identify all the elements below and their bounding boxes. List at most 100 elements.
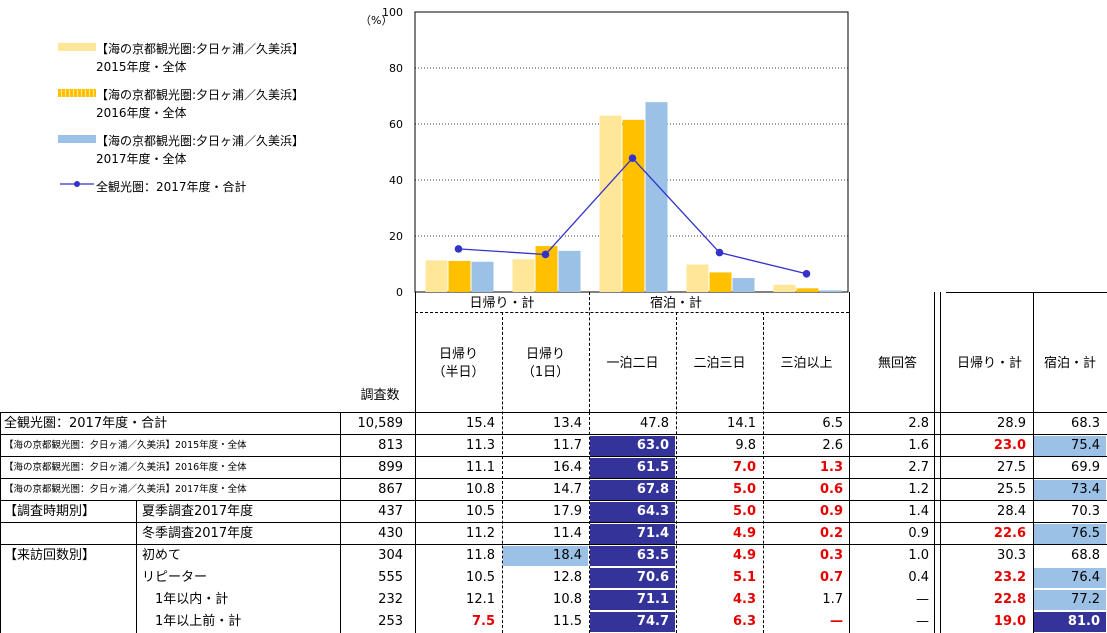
table-cell: 2.6 [764, 436, 849, 456]
row-label: 【海の京都観光圏：夕日ヶ浦／久美浜】2016年度・全体 [2, 458, 340, 478]
y-axis-label: （%） [360, 12, 392, 28]
table-cell: 555 [341, 568, 409, 588]
table-cell: 70.3 [1034, 502, 1106, 522]
table-cell: 304 [341, 546, 409, 566]
table-cell: 5.1 [677, 568, 762, 588]
table-cell: 0.7 [764, 568, 849, 588]
bar-2015-3 [687, 265, 709, 292]
table-cell: 22.6 [947, 524, 1032, 544]
table-cell: 11.2 [416, 524, 501, 544]
table-rule [763, 312, 764, 633]
bar-2015-2 [600, 116, 622, 292]
row-label: 1年以上前・計 [140, 612, 340, 632]
table-cell: 28.9 [947, 414, 1032, 434]
row-label: 【海の京都観光圏：夕日ヶ浦／久美浜】2017年度・全体 [2, 480, 340, 500]
col-header-2nights: 二泊三日 [676, 354, 763, 374]
table-cell: 7.0 [677, 458, 762, 478]
table-cell: 28.4 [947, 502, 1032, 522]
table-cell: 68.8 [1034, 546, 1106, 566]
table-cell: 11.1 [416, 458, 501, 478]
table-cell: 63.0 [590, 436, 675, 456]
table-rule [1033, 292, 1034, 633]
table-cell: 1.6 [850, 436, 935, 456]
col-header-3nights: 三泊以上 [763, 354, 850, 374]
table-cell: 0.9 [850, 524, 935, 544]
table-cell: 14.1 [677, 414, 762, 434]
table-cell: 64.3 [590, 502, 675, 522]
table-cell: 813 [341, 436, 409, 456]
table-cell: 71.1 [590, 590, 675, 610]
table-rule [415, 292, 416, 633]
table-cell: 11.5 [503, 612, 588, 632]
row-label: 冬季調査2017年度 [140, 524, 340, 544]
table-cell: 77.2 [1034, 590, 1106, 610]
table-cell: 1.3 [764, 458, 849, 478]
col-header-overnight-total: 宿泊・計 [1033, 354, 1107, 374]
table-cell: 18.4 [503, 546, 588, 566]
table-cell: 81.0 [1034, 612, 1106, 632]
y-tick-label: 80 [389, 62, 403, 75]
y-tick-label: 20 [389, 230, 403, 243]
table-cell: 74.7 [590, 612, 675, 632]
table-cell: 23.0 [947, 436, 1032, 456]
table-cell: 0.9 [764, 502, 849, 522]
bar-2015-4 [774, 285, 796, 292]
table-cell: 2.8 [850, 414, 935, 434]
table-cell: 4.3 [677, 590, 762, 610]
table-cell: — [850, 590, 935, 610]
col-header-daytrip-half-sub: （半日） [415, 363, 502, 383]
col-header-daytrip-half: 日帰り [415, 345, 502, 365]
table-cell: 67.8 [590, 480, 675, 500]
y-axis-ticks: 020406080100 [382, 6, 403, 299]
row-group-label: 【調査時期別】 [2, 502, 132, 522]
row-label: 全観光圏：2017年度・合計 [2, 414, 340, 434]
bar-2017-2 [646, 102, 668, 292]
table-rule [676, 312, 677, 633]
table-cell: 17.9 [503, 502, 588, 522]
table-rule [934, 292, 935, 633]
y-tick-label: 40 [389, 174, 403, 187]
table-cell: 10.5 [416, 502, 501, 522]
col-header-daytrip-total: 日帰り・計 [946, 354, 1033, 374]
table-cell: 0.3 [764, 546, 849, 566]
table-cell: 11.8 [416, 546, 501, 566]
table-rule [136, 500, 137, 633]
table-cell: 4.9 [677, 546, 762, 566]
bar-2016-3 [710, 272, 732, 292]
line-point-0 [455, 245, 463, 253]
y-tick-label: 60 [389, 118, 403, 131]
bar-2015-0 [426, 260, 448, 292]
row-label: リピーター [140, 568, 340, 588]
line-point-2 [629, 154, 637, 162]
table-rule [415, 312, 849, 313]
table-cell: 63.5 [590, 546, 675, 566]
table-cell: 10,589 [341, 414, 409, 434]
table-cell: 70.6 [590, 568, 675, 588]
bar-2016-0 [449, 261, 471, 292]
table-rule [849, 292, 850, 633]
table-cell: 30.3 [947, 546, 1032, 566]
table-rule [0, 412, 1, 633]
bar-2016-2 [623, 120, 645, 292]
group-label-daytrip: 日帰り・計 [415, 294, 589, 314]
row-label: 初めて [140, 546, 340, 566]
table-cell: 73.4 [1034, 480, 1106, 500]
table-cell: 23.2 [947, 568, 1032, 588]
table-cell: 0.6 [764, 480, 849, 500]
table-cell: 68.3 [1034, 414, 1106, 434]
row-label: 1年以内・計 [140, 590, 340, 610]
table-cell: 71.4 [590, 524, 675, 544]
table-rule [940, 292, 941, 633]
table-cell: 4.9 [677, 524, 762, 544]
table-cell: 1.7 [764, 590, 849, 610]
table-rule [946, 292, 1107, 293]
table-rule [589, 412, 590, 633]
bar-2016-4 [797, 288, 819, 292]
bar-2017-3 [733, 278, 755, 292]
table-cell: 13.4 [503, 414, 588, 434]
bar-line-chart: 020406080100 [0, 0, 1107, 320]
table-cell: 10.8 [416, 480, 501, 500]
table-rule [589, 292, 590, 412]
col-header-noanswer: 無回答 [849, 354, 946, 374]
table-cell: 9.8 [677, 436, 762, 456]
